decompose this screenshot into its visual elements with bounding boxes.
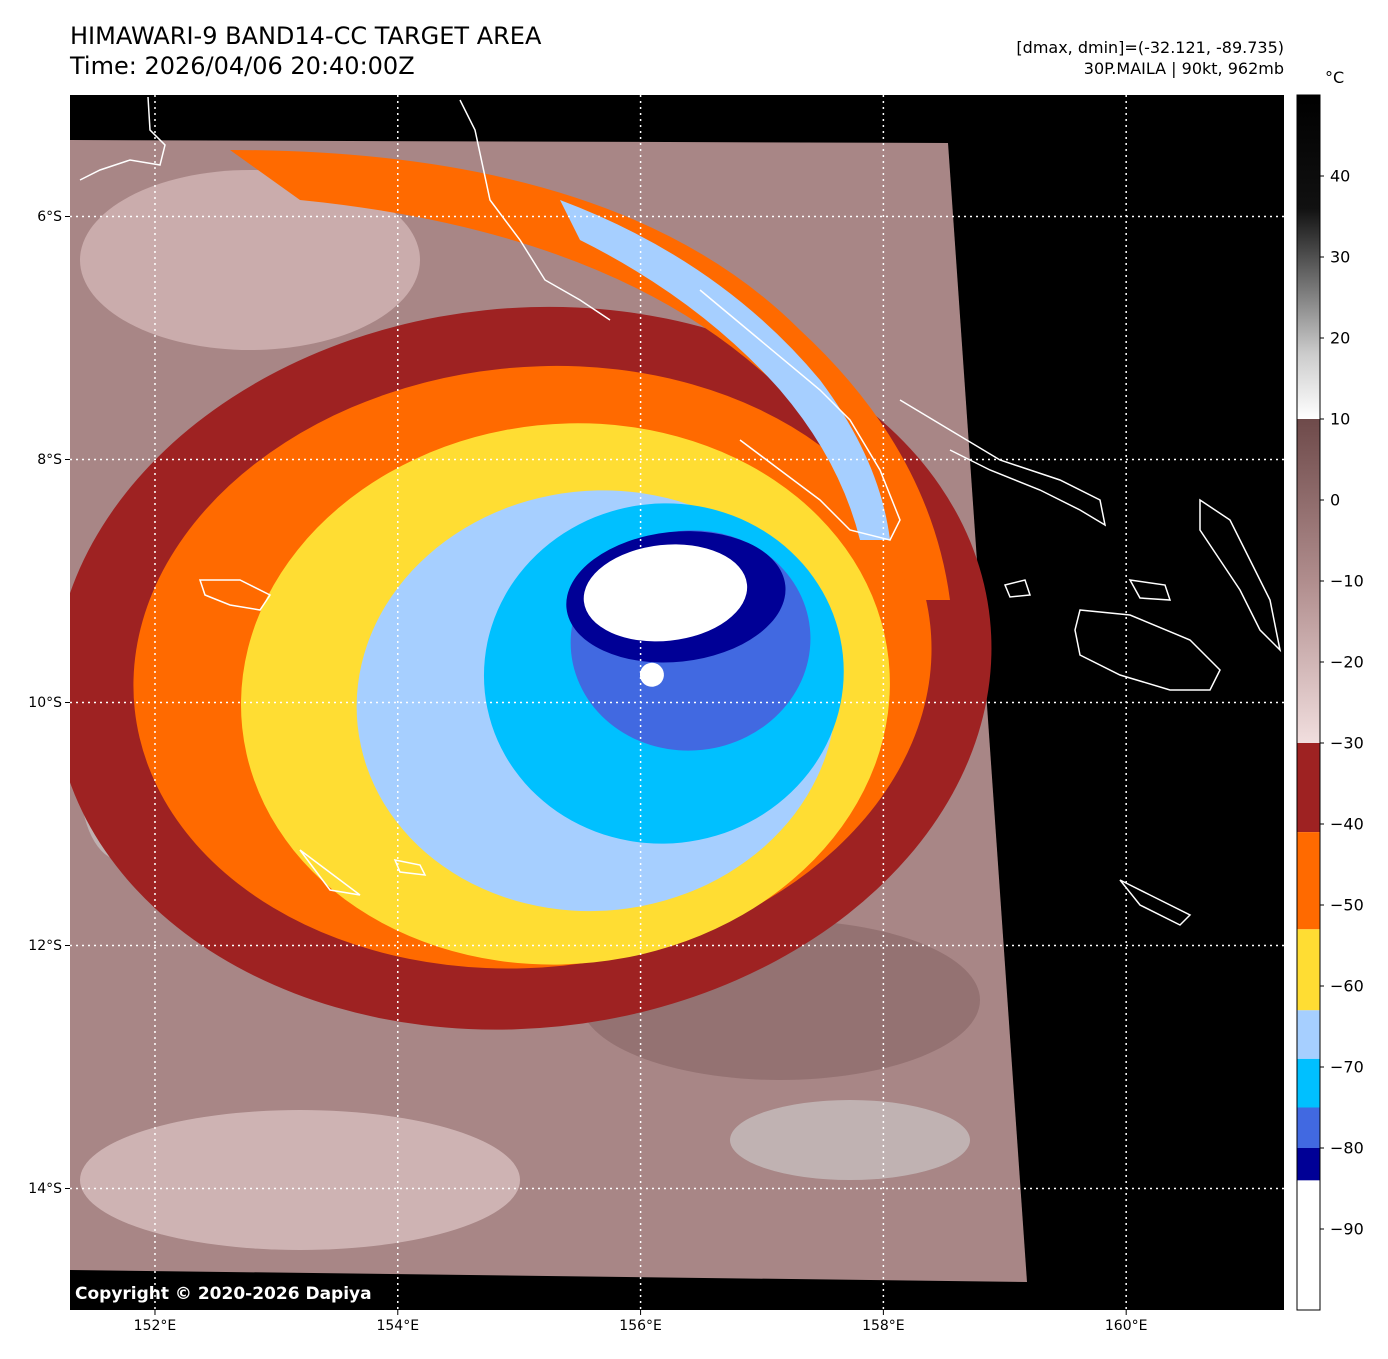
- colorbar-band: [1297, 95, 1320, 419]
- outer-rainband-core: [560, 200, 890, 540]
- coastlines: [79, 96, 1282, 926]
- chart-time: Time: 2026/04/06 20:40:00Z: [70, 52, 415, 80]
- cloud-patch: [80, 170, 420, 350]
- colorbar-band: [1297, 1058, 1320, 1108]
- lat-label: 8°S: [37, 451, 62, 468]
- colorbar-ticks: [1320, 175, 1324, 1230]
- colorbar-band: [1297, 1180, 1320, 1310]
- lon-label: 154°E: [376, 1318, 420, 1334]
- colorbar-tick-label: −70: [1330, 1057, 1364, 1077]
- lon-label: 156°E: [619, 1318, 662, 1334]
- colorbar-tick-label: 30: [1330, 247, 1351, 267]
- lon-label: 158°E: [862, 1318, 905, 1334]
- cold-core-minus-89: [583, 544, 748, 642]
- colorbar-tick-label: 10: [1330, 409, 1351, 429]
- colorbar-unit: °C: [1325, 68, 1345, 87]
- colorbar-tick-label: 0: [1330, 490, 1341, 510]
- lon-label: 160°E: [1104, 1318, 1148, 1334]
- cold-spot: [639, 662, 664, 687]
- colorbar-tick-label: −90: [1330, 1219, 1364, 1239]
- colorbar-band: [1297, 1107, 1320, 1148]
- colorbar-tick-label: −30: [1330, 733, 1364, 753]
- storm-info: 30P.MAILA | 90kt, 962mb: [1083, 59, 1284, 78]
- lat-label: 12°S: [28, 937, 62, 954]
- colorbar-tick-label: −80: [1330, 1138, 1364, 1158]
- colorbar-band: [1297, 419, 1320, 743]
- copyright-text: Copyright © 2020-2026 Dapiya: [75, 1284, 372, 1304]
- colorbar-band: [1297, 832, 1320, 930]
- lat-label: 14°S: [28, 1180, 62, 1197]
- colorbar-band: [1297, 929, 1320, 1011]
- colorbar-band: [1297, 743, 1320, 833]
- colorbar-tick-label: −20: [1330, 652, 1364, 672]
- colorbar-tick-label: 40: [1330, 166, 1351, 186]
- lat-gridlines: [70, 215, 1284, 1190]
- colorbar-frame: [1296, 94, 1321, 1311]
- colorbar-tick-label: −10: [1330, 571, 1364, 591]
- lat-label: 10°S: [28, 694, 62, 711]
- cloud-patch: [730, 1100, 970, 1180]
- colorbar-band: [1297, 1010, 1320, 1059]
- colorbar-band: [1297, 1148, 1320, 1181]
- map-axis-ticks: [65, 216, 1127, 1315]
- colorbar-tick-label: −50: [1330, 895, 1364, 915]
- colorbar-tick-label: −40: [1330, 814, 1364, 834]
- colorbar-tick-label: −60: [1330, 976, 1364, 996]
- lon-label: 152°E: [133, 1318, 177, 1334]
- cloud-patch: [80, 1110, 520, 1250]
- chart-title: HIMAWARI-9 BAND14-CC TARGET AREA: [70, 22, 542, 50]
- colorbar-tick-label: 20: [1330, 328, 1351, 348]
- lat-label: 6°S: [37, 208, 62, 225]
- colorbar: [1297, 95, 1320, 1310]
- data-range-info: [dmax, dmin]=(-32.121, -89.735): [1016, 38, 1284, 57]
